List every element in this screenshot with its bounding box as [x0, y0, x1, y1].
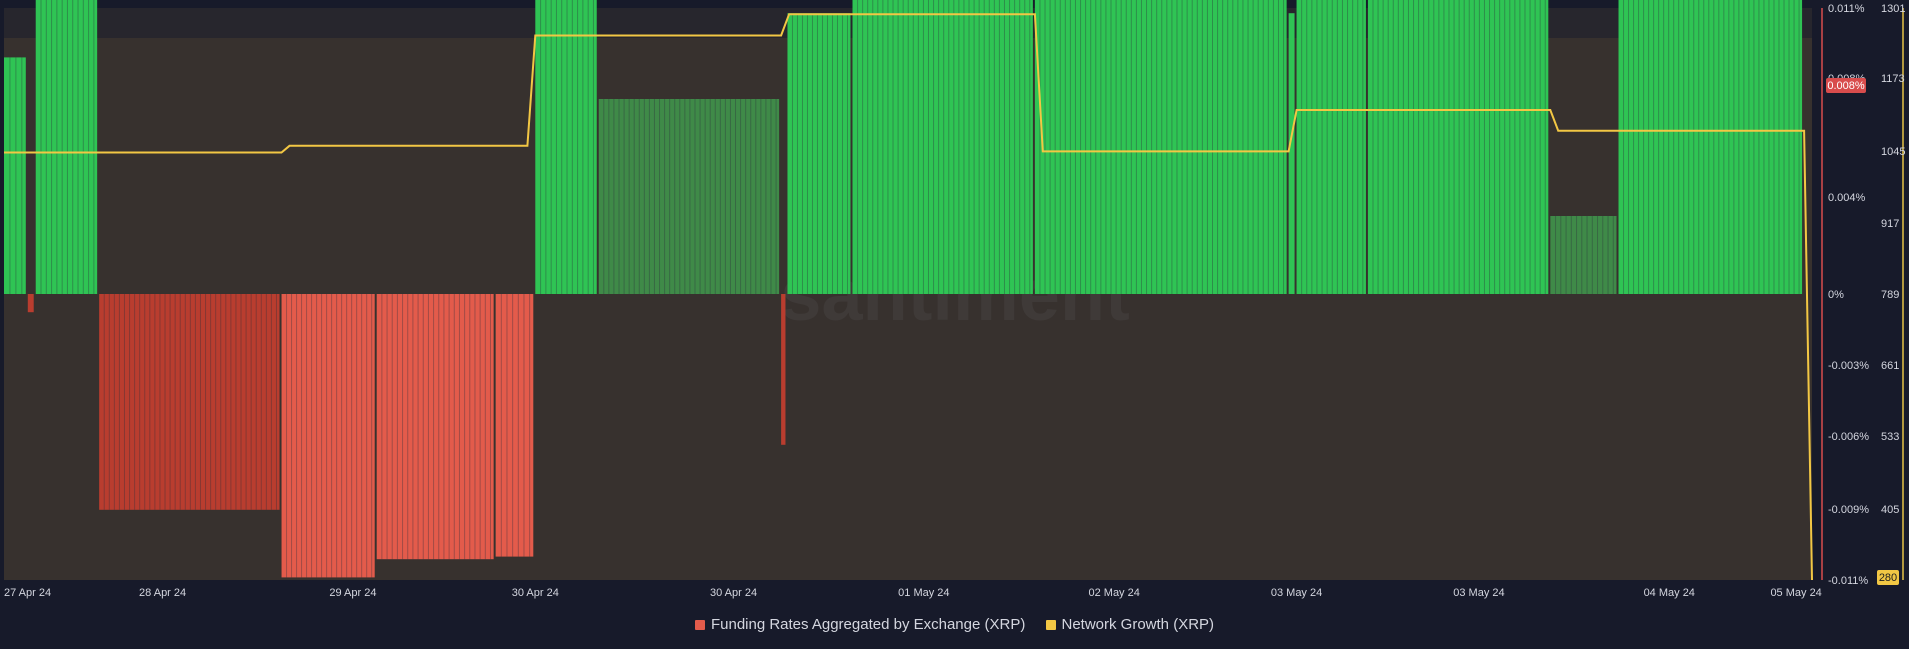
- legend-label-network-growth: Network Growth (XRP): [1061, 616, 1215, 633]
- right-tick-label-2: 1045: [1881, 146, 1905, 158]
- x-tick-label-3: 30 Apr 24: [512, 587, 559, 599]
- current-network-badge: [1877, 570, 1899, 585]
- funding-bar-5: [376, 294, 494, 560]
- funding-bar-3: [99, 294, 280, 510]
- funding-bar-16: [1550, 216, 1617, 294]
- funding-bar-11: [852, 0, 1033, 295]
- right-tick-label-1: 1173: [1881, 73, 1905, 85]
- legend-item-network-growth[interactable]: Network Growth (XRP): [1045, 616, 1215, 633]
- x-tick-label-8: 03 May 24: [1453, 587, 1504, 599]
- network-growth-line: [4, 13, 1813, 581]
- right-tick-label-3: 917: [1881, 218, 1899, 230]
- legend-label-funding: Funding Rates Aggregated by Exchange (XR…: [710, 616, 1026, 633]
- right-tick-label-7: 405: [1881, 504, 1899, 516]
- left-tick-label-0: 0.011%: [1828, 3, 1865, 15]
- right-tick-label-5: 661: [1881, 360, 1899, 372]
- funding-bar-7: [535, 0, 597, 294]
- left-tick-label-7: -0.011%: [1828, 575, 1868, 587]
- left-tick-label-6: -0.009%: [1828, 504, 1869, 516]
- right-tick-label-6: 533: [1881, 431, 1899, 443]
- left-tick-label-3: 0%: [1828, 289, 1844, 301]
- x-tick-label-10: 05 May 24: [1770, 587, 1821, 599]
- funding-bar-10: [787, 13, 851, 294]
- left-tick-label-4: -0.003%: [1828, 360, 1869, 372]
- x-tick-label-2: 29 Apr 24: [329, 587, 376, 599]
- left-tick-label-5: -0.006%: [1828, 431, 1869, 443]
- funding-bar-17: [1618, 0, 1803, 295]
- right-tick-label-4: 789: [1881, 289, 1899, 301]
- legend-item-funding[interactable]: Funding Rates Aggregated by Exchange (XR…: [694, 616, 1026, 633]
- x-tick-label-5: 01 May 24: [898, 587, 949, 599]
- x-tick-label-9: 04 May 24: [1644, 587, 1695, 599]
- x-tick-label-0: 27 Apr 24: [4, 587, 51, 599]
- funding-bar-12: [1034, 0, 1287, 295]
- funding-bar-14: [1296, 0, 1366, 295]
- funding-bar-0: [4, 57, 26, 295]
- legend-swatch-network-growth: [1045, 619, 1056, 630]
- funding-bar-9: [781, 294, 786, 445]
- current-network-label: 280: [1879, 572, 1897, 584]
- funding-bar-2: [35, 0, 98, 294]
- x-tick-label-6: 02 May 24: [1088, 587, 1139, 599]
- funding-bar-6: [495, 294, 534, 557]
- chart-legend: Funding Rates Aggregated by Exchange (XR…: [0, 616, 1909, 634]
- x-tick-label-7: 03 May 24: [1271, 587, 1322, 599]
- current-funding-label: 0.008%: [1827, 80, 1865, 92]
- x-tick-label-4: 30 Apr 24: [710, 587, 757, 599]
- funding-bar-8: [598, 99, 780, 294]
- funding-bar-13: [1288, 13, 1295, 294]
- right-tick-label-0: 1301: [1881, 3, 1905, 15]
- left-tick-label-2: 0.004%: [1828, 192, 1866, 204]
- funding-bar-1: [27, 294, 34, 313]
- legend-swatch-funding: [694, 619, 705, 630]
- current-funding-badge: [1826, 78, 1866, 93]
- x-tick-label-1: 28 Apr 24: [139, 587, 186, 599]
- funding-bar-15: [1367, 0, 1549, 295]
- funding-bar-4: [281, 294, 375, 578]
